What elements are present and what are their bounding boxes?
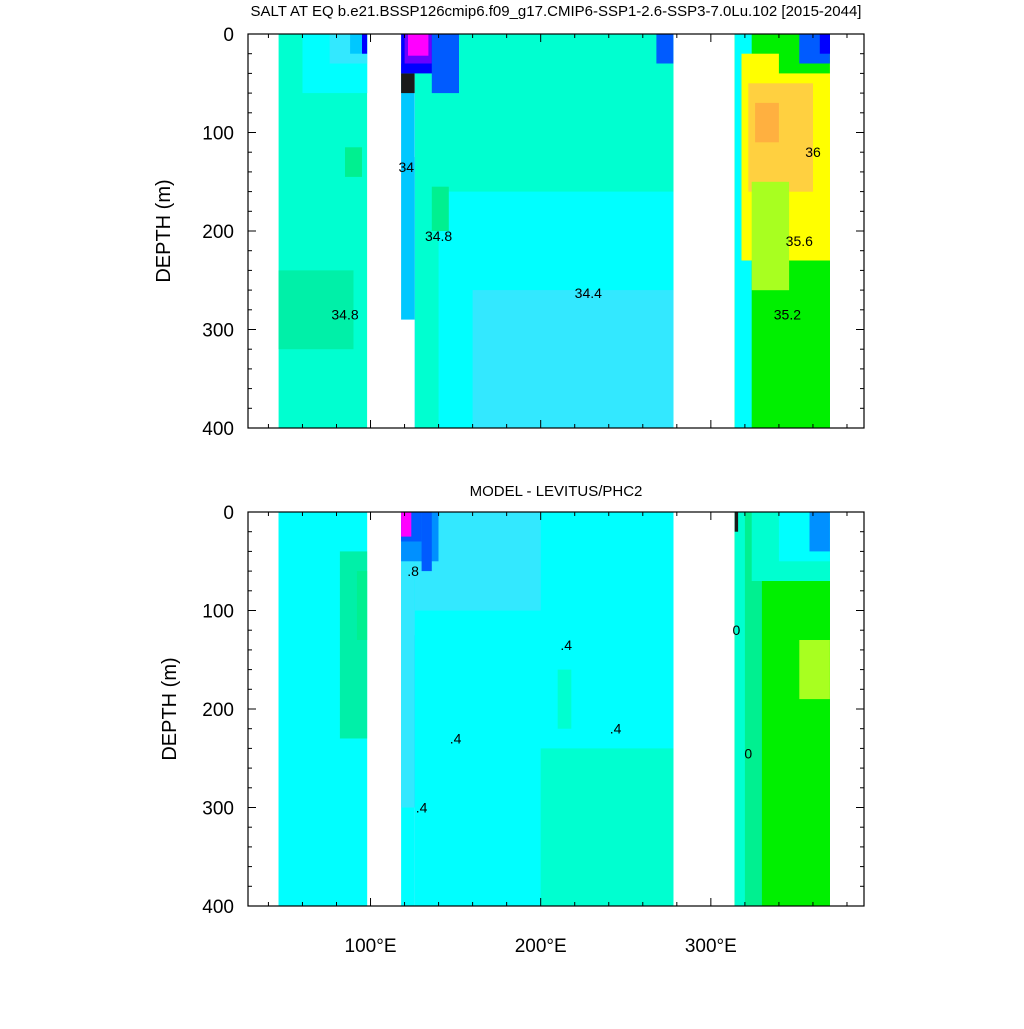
salinity-region (540, 748, 674, 906)
y-tick-label: 100 (202, 602, 234, 623)
top-y-axis-label: DEPTH (m) (153, 179, 175, 282)
salinity-region (401, 73, 415, 94)
contour-label: .4 (416, 799, 428, 815)
y-tick-label: 100 (202, 124, 234, 145)
salinity-region (751, 181, 790, 291)
salinity-region (345, 147, 362, 177)
salinity-region (401, 63, 415, 320)
salinity-region (656, 34, 674, 64)
salinity-region (401, 512, 412, 537)
contour-label: 0 (744, 745, 752, 761)
contour-label: .8 (407, 563, 419, 579)
y-tick-label: 0 (223, 25, 234, 46)
contour-label: 36 (805, 144, 821, 160)
y-tick-label: 400 (202, 897, 234, 918)
salinity-region (819, 34, 830, 54)
contour-label: 34.4 (575, 285, 602, 301)
y-tick-label: 0 (223, 503, 234, 524)
salinity-region (278, 270, 354, 350)
y-tick-label: 300 (202, 799, 234, 820)
contour-label: 0 (733, 622, 741, 638)
contour-label: .4 (450, 731, 462, 747)
y-tick-label: 400 (202, 419, 234, 440)
top-title: SALT AT EQ b.e21.BSSP126cmip6.f09_g17.CM… (251, 3, 862, 20)
salinity-region (799, 640, 830, 700)
contour-label: 35.2 (774, 307, 801, 323)
bottom-title: MODEL - LEVITUS/PHC2 (470, 483, 643, 500)
salinity-region (472, 290, 674, 428)
bottom-y-axis-label: DEPTH (m) (159, 657, 181, 760)
contour-label: 34 (399, 159, 415, 175)
salinity-region (356, 571, 368, 640)
contour-label: 34.8 (331, 307, 358, 323)
top-panel: 34 34.8 34.8 34.4 36 35.6 35.2 0 100 200 300 400 (202, 25, 865, 440)
salinity-region (431, 186, 449, 231)
contour-label: 35.6 (786, 233, 813, 249)
salinity-region (809, 512, 830, 552)
x-tick-label: 100°E (345, 936, 397, 957)
y-tick-label: 300 (202, 321, 234, 342)
contour-label: .4 (560, 637, 572, 653)
y-tick-label: 200 (202, 700, 234, 721)
salinity-region (734, 512, 739, 532)
salinity-region (557, 669, 572, 729)
x-tick-label: 300°E (685, 936, 737, 957)
salinity-region (408, 34, 429, 56)
x-tick-label: 200°E (515, 936, 567, 957)
y-tick-label: 200 (202, 222, 234, 243)
contour-label: 34.8 (425, 228, 452, 244)
contour-label: .4 (610, 721, 622, 737)
bottom-panel: .8 .4 .4 .4 .4 0 0 0 100 200 300 400 100°E 200°E 300°E (202, 503, 865, 957)
salinity-region (734, 512, 745, 906)
salinity-region (755, 102, 779, 143)
salinity-region (278, 34, 368, 428)
salinity-region (431, 34, 459, 94)
salinity-region (362, 34, 368, 54)
salinity-region (421, 512, 432, 572)
